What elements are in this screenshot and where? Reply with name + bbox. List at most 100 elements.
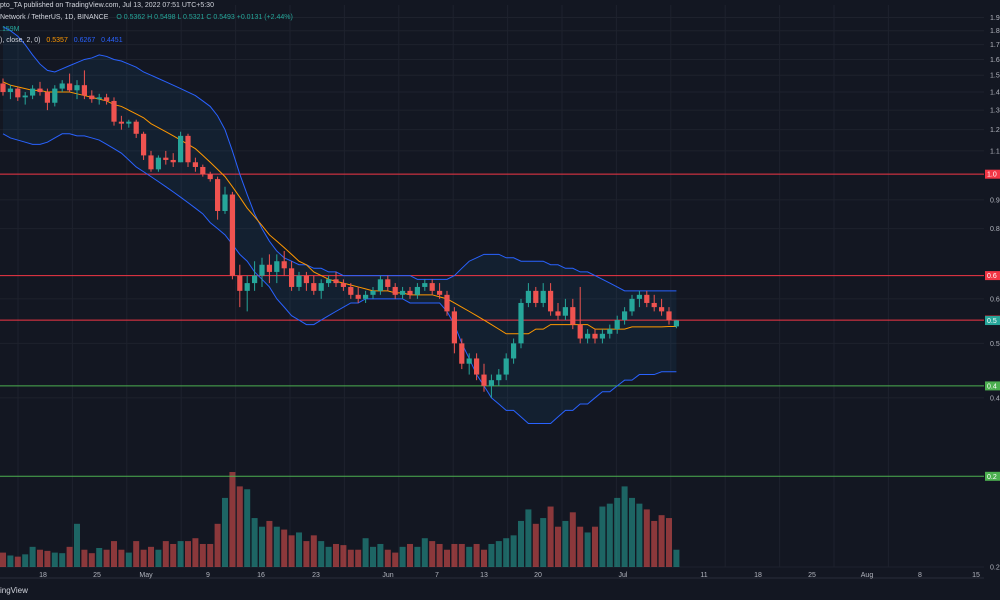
candle-body <box>636 294 642 299</box>
level-price-box <box>985 381 1000 391</box>
candle-body <box>22 95 28 98</box>
x-tick-label: 13 <box>480 572 488 579</box>
x-tick-label: May <box>139 572 153 579</box>
volume-bar <box>584 532 591 567</box>
candlesticks <box>0 70 679 398</box>
bb-lower-value: 0.4451 <box>101 37 123 44</box>
candle-body <box>437 290 443 295</box>
level-price-label: 1.0 <box>987 172 997 179</box>
y-tick-label: 1.9 <box>990 15 1000 22</box>
candle-body <box>326 279 332 284</box>
volume-bar <box>37 549 43 567</box>
volume-bar <box>355 549 362 567</box>
volume-bar <box>44 550 51 567</box>
volume-bar <box>429 541 436 567</box>
volume-bar <box>495 541 502 567</box>
candle-body <box>414 286 420 295</box>
level-price-box <box>985 271 1000 281</box>
volume-bar <box>14 556 21 567</box>
price-axis: 1.9 1.8 1.7 1.6 1.5 1.4 1.3 1.2 1.1 1.0 0.9 0.8 0.6 0… <box>985 15 1000 572</box>
candle-body <box>459 343 465 364</box>
candle-body <box>133 121 139 134</box>
volume-bar <box>7 555 14 567</box>
y-tick-label: 1.3 <box>990 108 1000 115</box>
candle-body <box>666 311 672 321</box>
candle-body <box>237 275 243 291</box>
candle-body <box>303 275 309 284</box>
candle-body <box>111 100 117 122</box>
candle-body <box>614 320 620 330</box>
volume-bar <box>296 532 302 567</box>
candle-body <box>289 268 295 287</box>
candle-body <box>651 302 657 308</box>
bb-fill-area <box>3 26 677 424</box>
candle-body <box>148 155 154 170</box>
x-tick-label: 11 <box>700 572 707 579</box>
volume-bar <box>666 518 672 567</box>
y-tick-label: 0.8 <box>990 226 1000 233</box>
volume-bar <box>266 520 273 567</box>
volume-bar <box>251 518 258 567</box>
volume-bar <box>444 549 450 567</box>
volume-bar <box>451 543 458 567</box>
candle-body <box>178 135 184 163</box>
volume-bar <box>518 520 524 567</box>
volume-bar <box>488 543 495 567</box>
candle-body <box>259 264 265 276</box>
volume-bar <box>222 497 228 567</box>
volume-bar <box>162 541 169 567</box>
volume-bar <box>606 503 613 567</box>
bb-indicator-legend[interactable]: ), close, 2, 0) 0.5357 0.6267 0.4451 <box>0 37 123 44</box>
candle-body <box>67 83 73 91</box>
volume-bar <box>273 526 280 567</box>
x-tick-label: 16 <box>257 572 265 579</box>
bb-basis-value: 0.5357 <box>46 37 68 44</box>
candle-body <box>0 83 6 93</box>
volume-bar <box>0 552 6 567</box>
volume-bar <box>510 535 517 567</box>
volume-bar <box>140 549 147 567</box>
candle-body <box>407 290 413 295</box>
volume-bar <box>414 546 421 567</box>
tradingview-brand[interactable]: ingView <box>0 586 28 595</box>
candle-body <box>244 283 250 291</box>
volume-readout: .159M <box>0 26 20 33</box>
volume-bar <box>636 503 643 567</box>
volume-bar <box>103 549 110 567</box>
candle-body <box>318 283 324 291</box>
candle-body <box>363 294 369 299</box>
candle-body <box>592 333 598 339</box>
last-price-label: 0.5 <box>987 318 997 325</box>
candle-body <box>385 279 391 287</box>
candle-body <box>503 358 509 375</box>
x-tick-label: 15 <box>972 572 980 579</box>
candle-body <box>74 85 80 91</box>
y-tick-label: 0.4 <box>990 395 1000 402</box>
volume-bar <box>155 549 162 567</box>
candle-body <box>200 166 206 175</box>
volume-bar <box>362 538 369 567</box>
y-tick-label: 0.9 <box>990 197 1000 204</box>
volume-bar <box>525 509 532 567</box>
candle-body <box>281 261 287 269</box>
y-tick-label: 0.5 <box>990 341 1000 348</box>
candle-body <box>37 88 43 93</box>
x-tick-label: 18 <box>39 572 47 579</box>
volume-bar <box>555 526 561 567</box>
symbol-info: Network / TetherUS, 1D, BINANCE O 0.5362… <box>0 14 293 21</box>
candle-body <box>141 133 147 156</box>
candle-body <box>496 374 502 381</box>
candle-body <box>555 311 561 316</box>
x-tick-label: 18 <box>754 572 762 579</box>
candle-body <box>599 333 605 339</box>
volume-bar <box>207 543 214 567</box>
candle-body <box>488 380 494 386</box>
volume-bar <box>621 486 628 567</box>
volume-bar <box>170 543 177 567</box>
x-tick-label: 25 <box>808 572 816 579</box>
candle-body <box>466 358 472 364</box>
last-price-box <box>985 316 1000 326</box>
candle-body <box>629 298 635 312</box>
candle-body <box>474 358 480 375</box>
